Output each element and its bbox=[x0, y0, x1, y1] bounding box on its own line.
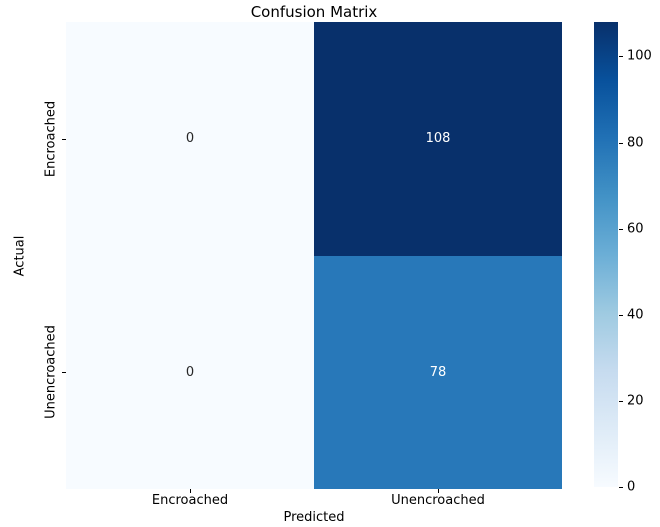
heatmap-cell-r1c1: 78 bbox=[314, 255, 562, 489]
y-axis-label: Actual bbox=[12, 235, 28, 277]
x-tick-label-unencroached: Unencroached bbox=[391, 493, 485, 508]
x-tick-mark-encroached bbox=[190, 489, 191, 493]
cell-value-r1c1: 78 bbox=[429, 364, 447, 380]
colorbar-tick-label: 60 bbox=[627, 221, 644, 237]
colorbar-tick-mark bbox=[619, 142, 623, 144]
y-tick-label-encroached: Encroached bbox=[43, 100, 59, 178]
heatmap-cell-r1c0: 0 bbox=[66, 255, 314, 489]
chart-title: Confusion Matrix bbox=[250, 3, 378, 21]
colorbar-tick-mark bbox=[619, 56, 623, 58]
x-tick-mark-unencroached bbox=[438, 489, 439, 493]
colorbar-tick-label: 40 bbox=[627, 307, 644, 323]
heatmap-cell-r0c0: 0 bbox=[66, 22, 314, 256]
colorbar-tick-label: 20 bbox=[627, 393, 644, 409]
x-axis-label: Predicted bbox=[283, 510, 345, 525]
cell-value-r1c0: 0 bbox=[185, 364, 195, 380]
colorbar-tick-label: 0 bbox=[627, 479, 636, 495]
x-tick-label-encroached: Encroached bbox=[151, 493, 229, 508]
y-tick-mark-encroached bbox=[62, 139, 66, 140]
colorbar-tick-mark bbox=[619, 228, 623, 230]
cell-value-r0c0: 0 bbox=[185, 131, 195, 147]
colorbar: 0 20 40 60 80 100 bbox=[594, 22, 652, 495]
heatmap-cell-r0c1: 108 bbox=[314, 22, 562, 256]
cell-value-r0c1: 108 bbox=[425, 131, 451, 147]
colorbar-tick-mark bbox=[619, 487, 623, 488]
colorbar-tick-label: 80 bbox=[627, 135, 644, 151]
colorbar-tick-mark bbox=[619, 400, 623, 402]
y-tick-label-unencroached: Unencroached bbox=[43, 325, 59, 419]
colorbar-gradient bbox=[594, 22, 618, 487]
colorbar-tick-mark bbox=[619, 314, 623, 316]
colorbar-tick-label: 100 bbox=[627, 48, 652, 64]
heatmap-plot: 0 108 0 78 bbox=[66, 22, 562, 489]
y-tick-mark-unencroached bbox=[62, 372, 66, 373]
